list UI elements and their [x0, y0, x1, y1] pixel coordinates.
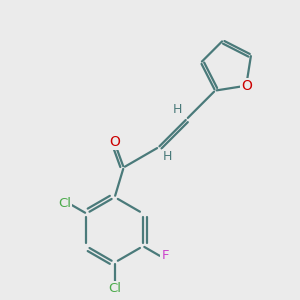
Text: Cl: Cl [58, 196, 71, 210]
Text: O: O [109, 135, 120, 149]
Text: O: O [241, 79, 252, 93]
Text: Cl: Cl [108, 282, 121, 295]
Text: F: F [161, 249, 169, 262]
Text: H: H [163, 150, 172, 163]
Text: H: H [172, 103, 182, 116]
